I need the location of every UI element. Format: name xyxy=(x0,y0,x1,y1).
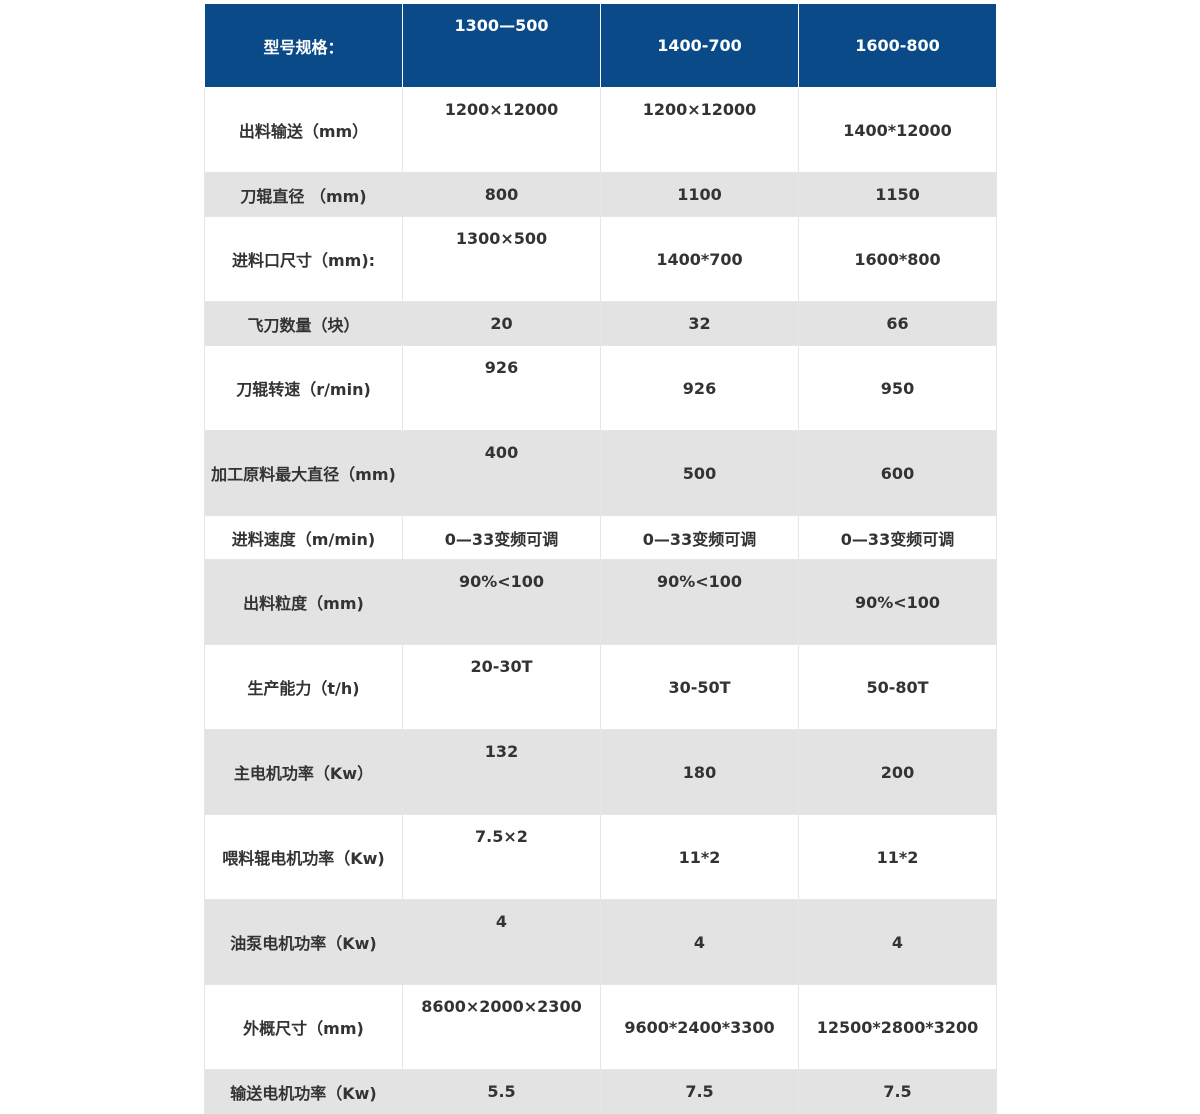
spec-value: 1200×12000 xyxy=(600,87,799,173)
table-row: 油泵电机功率（Kw) 4 4 4 xyxy=(204,899,997,985)
table-row: 进料速度（m/min) 0—33变频可调 0—33变频可调 0—33变频可调 xyxy=(204,515,997,560)
spec-label: 输送电机功率（Kw) xyxy=(204,1069,403,1114)
spec-value: 8600×2000×2300 xyxy=(402,984,601,1070)
model-header: 1400-700 xyxy=(600,3,799,88)
model-header: 1600-800 xyxy=(798,3,997,88)
spec-value: 1150 xyxy=(798,172,997,217)
spec-value: 180 xyxy=(600,729,799,815)
header-label: 型号规格： xyxy=(204,3,403,88)
spec-label: 出料输送（mm） xyxy=(204,87,403,173)
spec-value: 7.5 xyxy=(798,1069,997,1114)
spec-label: 进料速度（m/min) xyxy=(204,515,403,560)
table-row: 生产能力（t/h) 20-30T 30-50T 50-80T xyxy=(204,644,997,730)
table-row: 主电机功率（Kw） 132 180 200 xyxy=(204,729,997,815)
spec-value: 11*2 xyxy=(798,814,997,900)
spec-value: 9600*2400*3300 xyxy=(600,984,799,1070)
spec-label: 主电机功率（Kw） xyxy=(204,729,403,815)
spec-value: 1600*800 xyxy=(798,216,997,302)
table-row: 加工原料最大直径（mm) 400 500 600 xyxy=(204,430,997,516)
model-header: 1300—500 xyxy=(402,3,601,88)
spec-value: 90%<100 xyxy=(402,559,601,645)
spec-label: 飞刀数量（块） xyxy=(204,301,403,346)
spec-table: 型号规格： 1300—500 1400-700 1600-800 出料输送（mm） 120… xyxy=(204,3,997,1114)
spec-label: 加工原料最大直径（mm) xyxy=(204,430,403,516)
spec-label: 进料口尺寸（mm): xyxy=(204,216,403,302)
spec-value: 1400*12000 xyxy=(798,87,997,173)
table-row: 进料口尺寸（mm): 1300×500 1400*700 1600*800 xyxy=(204,216,997,302)
spec-value: 0—33变频可调 xyxy=(600,515,799,560)
spec-value: 90%<100 xyxy=(600,559,799,645)
spec-value: 4 xyxy=(600,899,799,985)
table-row: 外概尺寸（mm) 8600×2000×2300 9600*2400*3300 1250… xyxy=(204,984,997,1070)
spec-label: 刀辊转速（r/min) xyxy=(204,345,403,431)
spec-label: 出料粒度（mm) xyxy=(204,559,403,645)
spec-value: 4 xyxy=(402,899,601,985)
spec-value: 1300×500 xyxy=(402,216,601,302)
spec-label: 油泵电机功率（Kw) xyxy=(204,899,403,985)
spec-value: 30-50T xyxy=(600,644,799,730)
spec-value: 1200×12000 xyxy=(402,87,601,173)
spec-value: 926 xyxy=(600,345,799,431)
table-row: 刀辊转速（r/min) 926 926 950 xyxy=(204,345,997,431)
spec-value: 90%<100 xyxy=(798,559,997,645)
spec-value: 66 xyxy=(798,301,997,346)
table-row: 喂料辊电机功率（Kw) 7.5×2 11*2 11*2 xyxy=(204,814,997,900)
spec-value: 1100 xyxy=(600,172,799,217)
spec-value: 926 xyxy=(402,345,601,431)
spec-label: 外概尺寸（mm) xyxy=(204,984,403,1070)
spec-value: 1400*700 xyxy=(600,216,799,302)
spec-label: 生产能力（t/h) xyxy=(204,644,403,730)
spec-value: 0—33变频可调 xyxy=(798,515,997,560)
spec-label: 刀辊直径 （mm) xyxy=(204,172,403,217)
spec-value: 200 xyxy=(798,729,997,815)
spec-value: 4 xyxy=(798,899,997,985)
spec-value: 7.5 xyxy=(600,1069,799,1114)
spec-value: 5.5 xyxy=(402,1069,601,1114)
spec-value: 132 xyxy=(402,729,601,815)
spec-value: 50-80T xyxy=(798,644,997,730)
table-header-row: 型号规格： 1300—500 1400-700 1600-800 xyxy=(204,3,997,88)
table-row: 飞刀数量（块） 20 32 66 xyxy=(204,301,997,346)
spec-value: 950 xyxy=(798,345,997,431)
table-row: 刀辊直径 （mm) 800 1100 1150 xyxy=(204,172,997,217)
spec-value: 600 xyxy=(798,430,997,516)
spec-value: 11*2 xyxy=(600,814,799,900)
spec-value: 400 xyxy=(402,430,601,516)
spec-value: 800 xyxy=(402,172,601,217)
spec-value: 12500*2800*3200 xyxy=(798,984,997,1070)
table-row: 输送电机功率（Kw) 5.5 7.5 7.5 xyxy=(204,1069,997,1114)
spec-value: 20 xyxy=(402,301,601,346)
spec-value: 7.5×2 xyxy=(402,814,601,900)
spec-value: 20-30T xyxy=(402,644,601,730)
spec-value: 32 xyxy=(600,301,799,346)
spec-value: 500 xyxy=(600,430,799,516)
table-row: 出料粒度（mm) 90%<100 90%<100 90%<100 xyxy=(204,559,997,645)
spec-label: 喂料辊电机功率（Kw) xyxy=(204,814,403,900)
table-row: 出料输送（mm） 1200×12000 1200×12000 1400*12000 xyxy=(204,87,997,173)
spec-value: 0—33变频可调 xyxy=(402,515,601,560)
